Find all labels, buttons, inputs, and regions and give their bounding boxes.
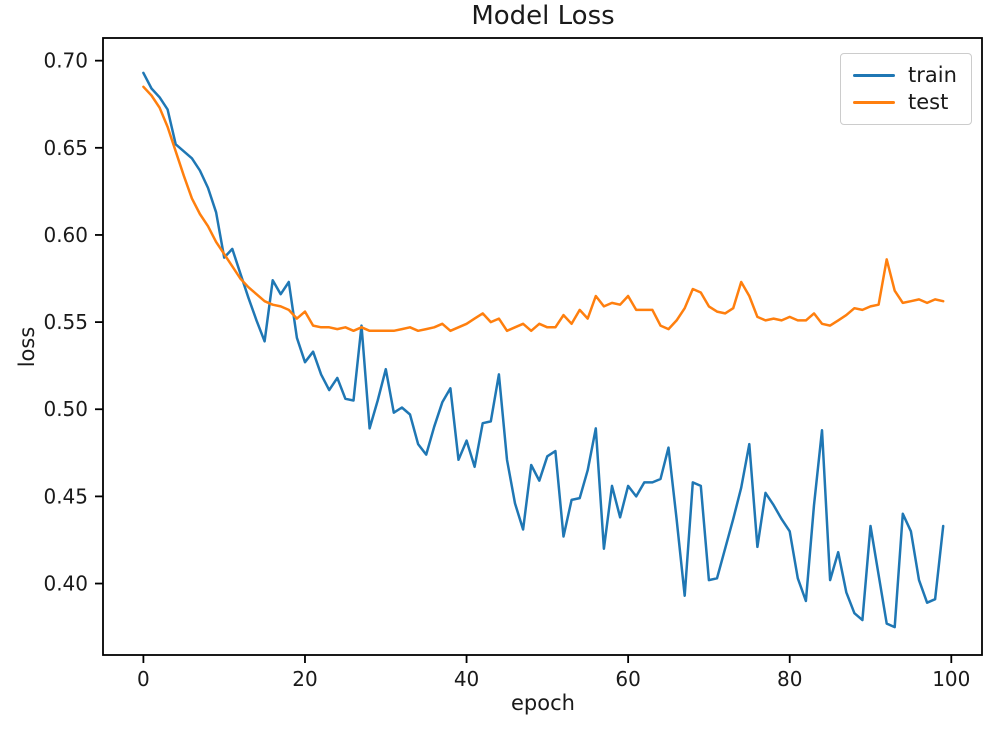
- x-tick-label: 20: [292, 667, 317, 691]
- y-tick-label: 0.70: [43, 49, 88, 73]
- test-line: [142, 85, 945, 333]
- legend-item-train: train: [853, 62, 959, 87]
- legend: train test: [840, 53, 972, 125]
- y-tick-label: 0.40: [43, 572, 88, 596]
- y-tick-label: 0.65: [43, 136, 88, 160]
- test-line-swatch-icon: [853, 101, 895, 105]
- train-line: [142, 71, 945, 629]
- train-line-swatch-icon: [853, 73, 895, 77]
- x-axis-label: epoch: [511, 691, 575, 715]
- chart-title: Model Loss: [471, 1, 615, 31]
- legend-item-test: test: [853, 92, 959, 113]
- y-tick-label: 0.60: [43, 223, 88, 247]
- axes-spines: [102, 37, 983, 656]
- y-tick-label: 0.45: [43, 484, 88, 508]
- test-legend-label: test: [908, 90, 949, 115]
- x-tick-label: 0: [137, 667, 150, 691]
- x-tick-label: 80: [777, 667, 802, 691]
- x-tick-label: 40: [454, 667, 479, 691]
- train-legend-label: train: [908, 62, 957, 87]
- x-tick-label: 60: [615, 667, 640, 691]
- x-tick-label: 100: [932, 667, 970, 691]
- y-tick-label: 0.55: [43, 310, 88, 334]
- y-tick-label: 0.50: [43, 397, 88, 421]
